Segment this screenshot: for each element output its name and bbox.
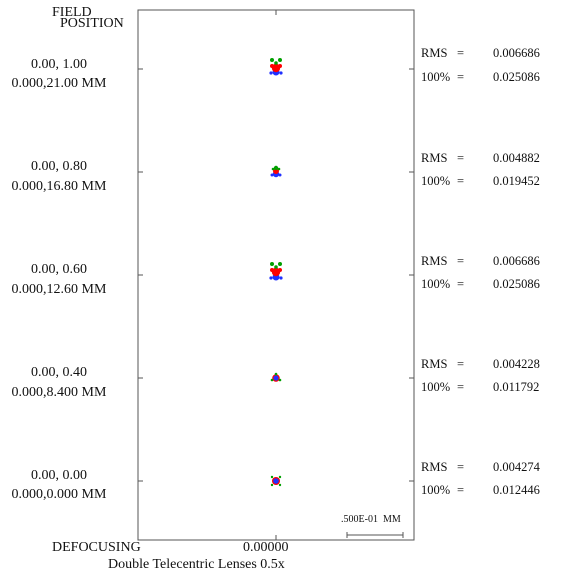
- header-field: FIELD: [52, 5, 92, 20]
- p100-value: 0.025086: [493, 277, 540, 291]
- field-norm-2: 0.00, 0.80: [31, 159, 87, 174]
- p100-value: 0.025086: [493, 70, 540, 84]
- rms-value: 0.004228: [493, 357, 540, 371]
- p100-eq: =: [457, 277, 465, 291]
- field-norm-4: 0.00, 0.40: [31, 365, 87, 380]
- defocusing-value: 0.00000: [243, 540, 289, 555]
- p100-value: 0.011792: [493, 380, 540, 394]
- header-position: POSITION: [60, 16, 124, 31]
- spot-field-3: [269, 262, 283, 281]
- field-norm-5: 0.00, 0.00: [31, 468, 87, 483]
- rms-value: 0.004274: [493, 460, 540, 474]
- rms-eq: =: [457, 254, 465, 268]
- rms-label: RMS: [421, 460, 448, 474]
- figure-title: Double Telecentric Lenses 0.5x: [108, 557, 285, 572]
- rms-eq: =: [457, 357, 465, 371]
- p100-eq: =: [457, 174, 465, 188]
- field-norm-3: 0.00, 0.60: [31, 262, 87, 277]
- p100-label: 100%: [421, 174, 451, 188]
- p100-value: 0.012446: [493, 483, 540, 497]
- rms-label: RMS: [421, 254, 448, 268]
- p100-value: 0.019452: [493, 174, 540, 188]
- field-actual-3: 0.000,12.60 MM: [11, 282, 107, 297]
- rms-eq: =: [457, 460, 465, 474]
- spot-field-2: [270, 165, 282, 178]
- p100-label: 100%: [421, 70, 451, 84]
- rms-value: 0.006686: [493, 254, 540, 268]
- rms-label: RMS: [421, 46, 448, 60]
- rms-eq: =: [457, 151, 465, 165]
- spot-field-4: [270, 372, 282, 382]
- p100-label: 100%: [421, 483, 451, 497]
- spot-field-5: [270, 475, 282, 487]
- p100-label: 100%: [421, 277, 451, 291]
- field-actual-5: 0.000,0.000 MM: [11, 487, 107, 502]
- rms-label: RMS: [421, 151, 448, 165]
- field-actual-4: 0.000,8.400 MM: [11, 385, 107, 400]
- p100-eq: =: [457, 70, 465, 84]
- p100-eq: =: [457, 380, 465, 394]
- p100-label: 100%: [421, 380, 451, 394]
- rms-eq: =: [457, 46, 465, 60]
- p100-eq: =: [457, 483, 465, 497]
- rms-value: 0.004882: [493, 151, 540, 165]
- spot-field-1: [269, 58, 283, 76]
- defocusing-label: DEFOCUSING: [52, 540, 141, 555]
- field-norm-1: 0.00, 1.00: [31, 57, 87, 72]
- field-actual-2: 0.000,16.80 MM: [11, 179, 107, 194]
- rms-value: 0.006686: [493, 46, 540, 60]
- field-actual-1: 0.000,21.00 MM: [11, 76, 107, 91]
- rms-label: RMS: [421, 357, 448, 371]
- scale-label: .500E-01 MM: [341, 514, 401, 525]
